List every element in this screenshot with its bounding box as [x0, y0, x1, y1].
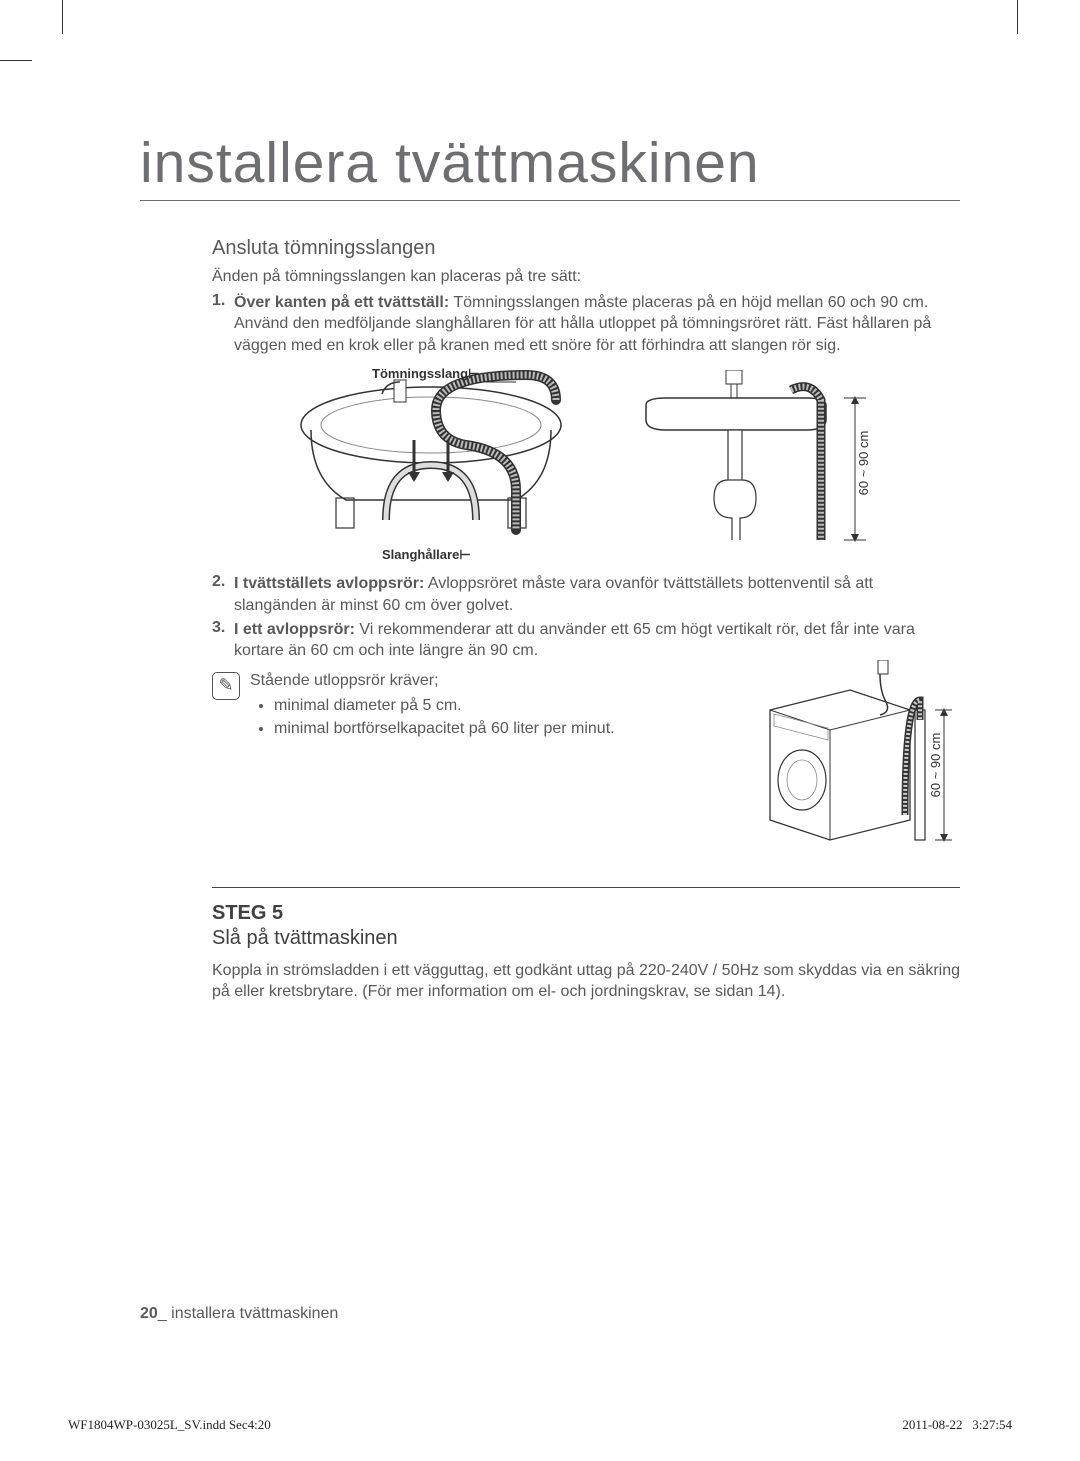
indd-file: WF1804WP-03025L_SV.indd Sec4:20 [68, 1417, 271, 1433]
section-heading: Ansluta tömningsslangen [212, 237, 960, 260]
note-icon: ✎ [212, 672, 240, 700]
indd-footer: WF1804WP-03025L_SV.indd Sec4:20 2011-08-… [68, 1417, 1012, 1433]
list-body: I tvättställets avloppsrör: Avloppsröret… [234, 573, 960, 616]
intro-text: Änden på tömningsslangen kan placeras på… [212, 266, 960, 288]
diagram-sink-height: 60 ~ 90 cm [636, 370, 886, 555]
list-number: 3. [212, 619, 234, 662]
sink-svg-right [636, 370, 886, 550]
note-body: Stående utloppsrör kräver; minimal diame… [250, 670, 740, 740]
crop-mark [0, 60, 32, 61]
list-number: 2. [212, 573, 234, 616]
crop-mark [62, 0, 63, 34]
label-slanghallare: Slanghållare⊢ [382, 547, 471, 563]
list-number: 1. [212, 292, 234, 357]
bullet-item: minimal diameter på 5 cm. [274, 695, 740, 717]
step-subheading: Slå på tvättmaskinen [212, 927, 960, 950]
list-lead: I ett avloppsrör: [234, 621, 355, 638]
label-tomningsslang: Tömningsslang⊢ [372, 366, 479, 382]
page-footer: 20_ installera tvättmaskinen [140, 1305, 338, 1323]
indd-datetime: 2011-08-22 3:27:54 [902, 1417, 1012, 1433]
step-body: Koppla in strömsladden i ett vägguttag, … [212, 960, 960, 1003]
diagram-sink-hose-guide: Tömningsslang⊢ [286, 370, 576, 555]
page-number: 20 [140, 1305, 158, 1322]
height-label: 60 ~ 90 cm [856, 431, 871, 496]
note-bullets: minimal diameter på 5 cm. minimal bortfö… [250, 695, 740, 740]
diagram-washing-machine: 60 ~ 90 cm [760, 660, 960, 855]
sink-svg-left [286, 370, 576, 550]
page-title: installera tvättmaskinen [140, 130, 960, 201]
bullet-item: minimal bortförselkapacitet på 60 liter … [274, 718, 740, 740]
crop-mark [1017, 0, 1018, 34]
list-item: 2. I tvättställets avloppsrör: Avloppsrö… [212, 573, 960, 616]
note-row: ✎ Stående utloppsrör kräver; minimal dia… [212, 670, 740, 740]
diagram-row: Tömningsslang⊢ [212, 370, 960, 555]
page-footer-label: installera tvättmaskinen [171, 1305, 338, 1322]
content-area: installera tvättmaskinen Ansluta tömning… [140, 130, 960, 1007]
page: installera tvättmaskinen Ansluta tömning… [0, 0, 1080, 1461]
divider [212, 887, 960, 888]
step-heading: STEG 5 [212, 902, 960, 925]
list-item: 1. Över kanten på ett tvättställ: Tömnin… [212, 292, 960, 357]
height-label: 60 ~ 90 cm [928, 733, 943, 798]
list-item: 3. I ett avloppsrör: Vi rekommenderar at… [212, 619, 960, 662]
list-lead: I tvättställets avloppsrör: [234, 575, 424, 592]
list-body: Över kanten på ett tvättställ: Tömningss… [234, 292, 960, 357]
note-lead: Stående utloppsrör kräver; [250, 672, 439, 689]
list-body: I ett avloppsrör: Vi rekommenderar att d… [234, 619, 960, 662]
note-block: 60 ~ 90 cm ✎ Stående utloppsrör kräver; … [212, 670, 960, 855]
section-drain-hose: Ansluta tömningsslangen Änden på tömning… [212, 237, 960, 1003]
list-lead: Över kanten på ett tvättställ: [234, 294, 449, 311]
